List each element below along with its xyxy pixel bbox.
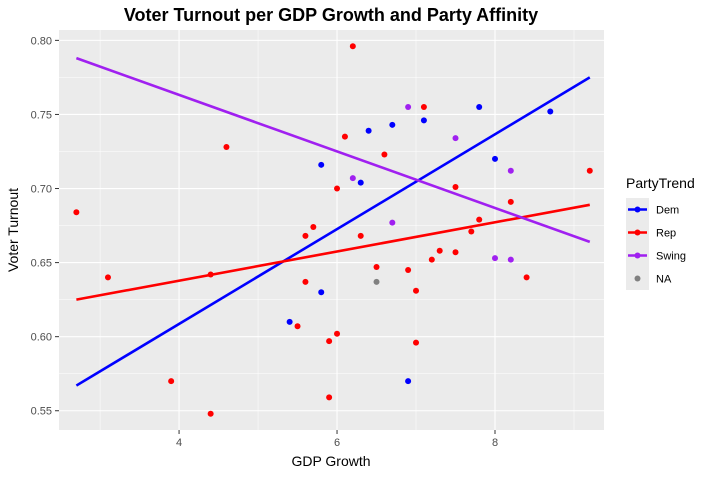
plot-panel [59,30,604,430]
point-swing [507,256,514,263]
point-dem [365,127,372,134]
trend-lines [75,56,591,387]
point-dem [476,104,483,111]
point-rep [302,278,309,285]
legend-label-na: NA [656,274,672,286]
point-rep [326,394,333,401]
point-rep [420,104,427,111]
point-rep [586,167,593,174]
point-rep [341,133,348,140]
point-swing [405,104,412,111]
point-rep [73,209,80,216]
point-rep [168,378,175,385]
y-tick-label: 0.65 [31,258,52,270]
point-rep [357,232,364,239]
point-dem [420,117,427,124]
point-rep [452,184,459,191]
y-axis: 0.55 0.60 0.65 0.70 0.75 0.80 [31,35,59,418]
point-rep [326,338,333,345]
legend-label-dem: Dem [656,205,679,217]
point-dem [547,108,554,115]
legend-point-swing [634,252,641,259]
y-tick-label: 0.75 [31,109,52,121]
x-axis-title: GDP Growth [291,453,370,469]
point-dem [318,161,325,168]
trend-line-dem [75,76,591,387]
point-rep [207,271,214,278]
x-axis: 4 6 8 [176,430,498,449]
point-rep [413,339,420,346]
legend-label-swing: Swing [656,251,686,263]
x-tick-label: 4 [176,437,182,449]
point-swing [452,135,459,142]
y-axis-title: Voter Turnout [5,188,21,272]
point-rep [223,144,230,151]
point-rep [381,151,388,158]
point-rep [507,198,514,205]
x-tick-label: 8 [492,437,498,449]
trend-line-rep [76,203,591,301]
legend: PartyTrend Dem Rep Swing NA [626,175,695,290]
legend-title: PartyTrend [626,175,695,191]
point-rep [428,256,435,263]
point-dem [357,179,364,186]
point-rep [349,43,356,50]
legend-point-na [634,275,641,282]
legend-point-dem [634,206,641,213]
point-dem [492,155,498,162]
point-rep [334,330,341,337]
point-rep [405,267,412,273]
point-swing [349,175,356,182]
point-swing [389,219,396,226]
point-rep [523,274,530,281]
point-rep [373,264,380,271]
point-na [373,278,380,285]
grid [59,30,604,430]
point-dem [318,289,325,296]
point-rep [302,232,309,239]
point-rep [413,287,420,294]
point-rep [104,274,111,281]
point-rep [476,216,483,223]
point-rep [468,228,475,235]
data-points [73,43,593,417]
point-dem [405,378,412,385]
point-dem [389,121,396,128]
point-rep [452,249,459,256]
y-tick-label: 0.60 [31,332,52,344]
trend-line-swing [75,56,591,244]
legend-label-rep: Rep [656,228,676,240]
point-rep [334,185,341,192]
legend-point-rep [634,229,641,236]
point-rep [436,247,443,254]
point-rep [207,410,214,417]
y-tick-label: 0.55 [31,406,52,418]
point-dem [286,318,293,325]
point-rep [310,224,317,231]
y-tick-label: 0.80 [31,35,52,47]
point-swing [492,255,498,262]
y-tick-label: 0.70 [31,184,52,196]
x-tick-label: 6 [334,437,340,449]
point-swing [507,167,514,174]
point-rep [294,323,301,330]
chart-title: Voter Turnout per GDP Growth and Party A… [124,5,538,25]
